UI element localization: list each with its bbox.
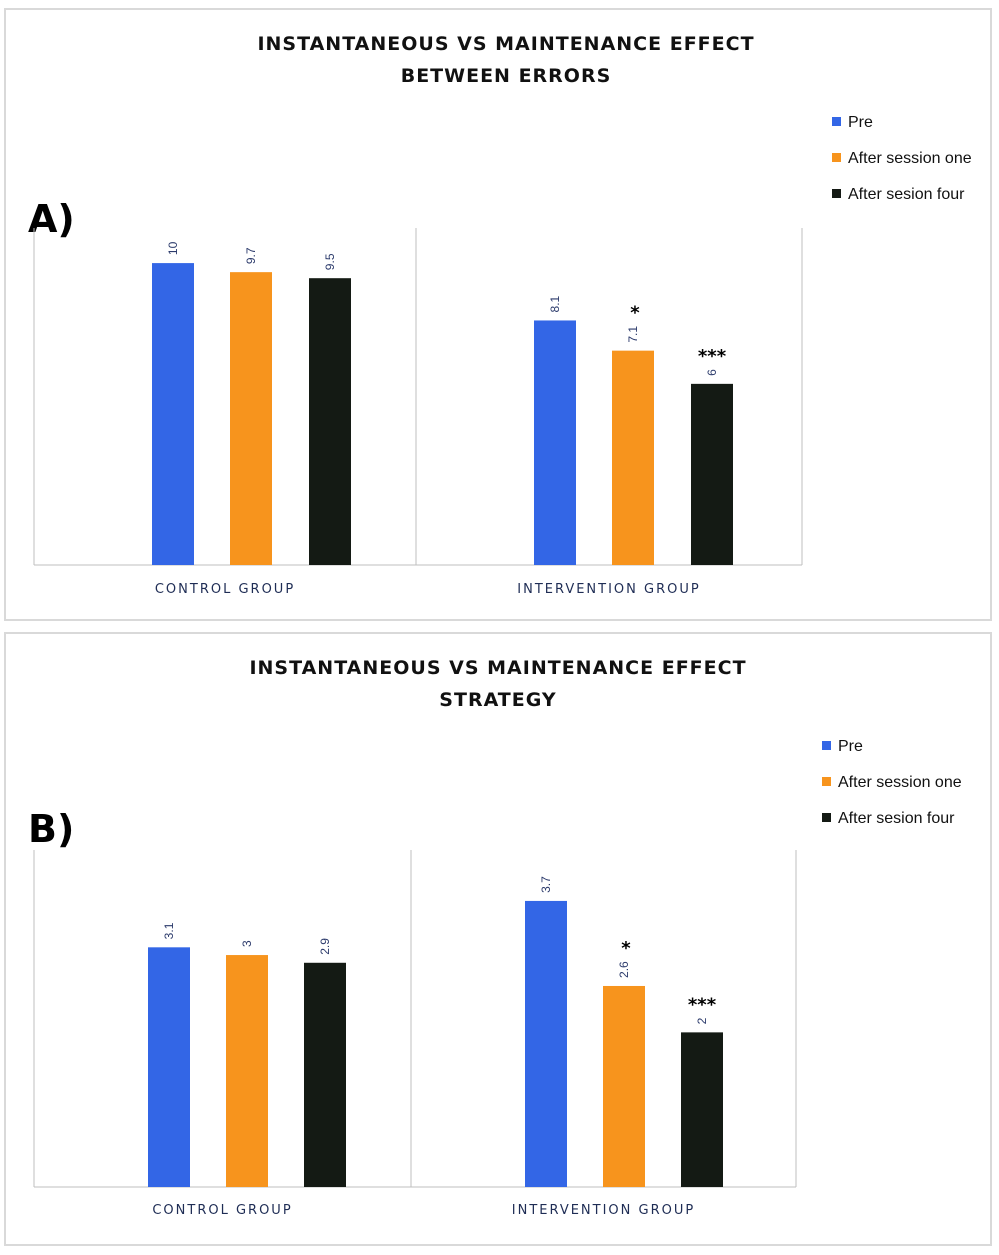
legend-label-1: Pre xyxy=(848,114,873,131)
panel-label: A) xyxy=(28,197,75,241)
legend-label-3: After sesion four xyxy=(838,810,955,827)
value-label: 6 xyxy=(705,369,719,376)
legend-label-3: After sesion four xyxy=(848,186,965,203)
value-label: 9.7 xyxy=(244,247,258,264)
legend-swatch-1 xyxy=(822,741,831,750)
legend-label-2: After session one xyxy=(838,774,962,791)
chart-panel-b: INSTANTANEOUS VS MAINTENANCE EFFECT STRAT… xyxy=(4,632,992,1246)
significance-marker: * xyxy=(621,938,631,959)
legend-swatch-1 xyxy=(832,117,841,126)
chart-title-line-1: INSTANTANEOUS VS MAINTENANCE EFFECT xyxy=(249,657,746,679)
value-label: 3.1 xyxy=(162,922,176,939)
value-label: 2 xyxy=(695,1017,709,1024)
value-label: 2.9 xyxy=(318,938,332,955)
chart-title-line-2: BETWEEN ERRORS xyxy=(401,65,612,87)
value-label: 7.1 xyxy=(626,326,640,343)
value-label: 2.6 xyxy=(617,961,631,978)
legend-label-1: Pre xyxy=(838,738,863,755)
bar-intervention-series-3 xyxy=(681,1032,723,1187)
significance-marker: *** xyxy=(698,346,727,367)
panel-label: B) xyxy=(28,807,74,851)
significance-marker: * xyxy=(630,303,640,324)
category-label-1: CONTROL GROUP xyxy=(152,1203,292,1218)
value-label: 9.5 xyxy=(323,253,337,270)
legend-swatch-2 xyxy=(832,153,841,162)
bar-control-series-2 xyxy=(230,272,272,565)
bar-control-series-3 xyxy=(304,962,346,1187)
significance-marker: *** xyxy=(688,994,717,1015)
legend-swatch-2 xyxy=(822,777,831,786)
category-label-2: INTERVENTION GROUP xyxy=(512,1203,695,1218)
category-label-1: CONTROL GROUP xyxy=(155,582,295,597)
bar-intervention-series-1 xyxy=(534,320,576,565)
legend-swatch-3 xyxy=(832,189,841,198)
chart-title-line-1: INSTANTANEOUS VS MAINTENANCE EFFECT xyxy=(257,33,754,55)
bar-intervention-series-3 xyxy=(691,383,733,565)
legend-label-2: After session one xyxy=(848,150,972,167)
bar-intervention-series-2 xyxy=(612,350,654,565)
bar-intervention-series-1 xyxy=(525,900,567,1187)
legend-swatch-3 xyxy=(822,813,831,822)
value-label: 10 xyxy=(166,241,180,255)
value-label: 3 xyxy=(240,940,254,947)
chart-b-svg: INSTANTANEOUS VS MAINTENANCE EFFECT STRAT… xyxy=(28,657,962,1218)
bar-control-series-1 xyxy=(148,947,190,1187)
chart-title-line-2: STRATEGY xyxy=(439,689,556,711)
bar-intervention-series-2 xyxy=(603,985,645,1187)
chart-panel-a: INSTANTANEOUS VS MAINTENANCE EFFECT BETWE… xyxy=(4,8,992,621)
value-label: 8.1 xyxy=(548,295,562,312)
chart-a-svg: INSTANTANEOUS VS MAINTENANCE EFFECT BETWE… xyxy=(28,33,972,597)
bar-control-series-2 xyxy=(226,955,268,1187)
category-label-2: INTERVENTION GROUP xyxy=(517,582,700,597)
value-label: 3.7 xyxy=(539,876,553,893)
bar-control-series-1 xyxy=(152,263,194,565)
bar-control-series-3 xyxy=(309,278,351,565)
